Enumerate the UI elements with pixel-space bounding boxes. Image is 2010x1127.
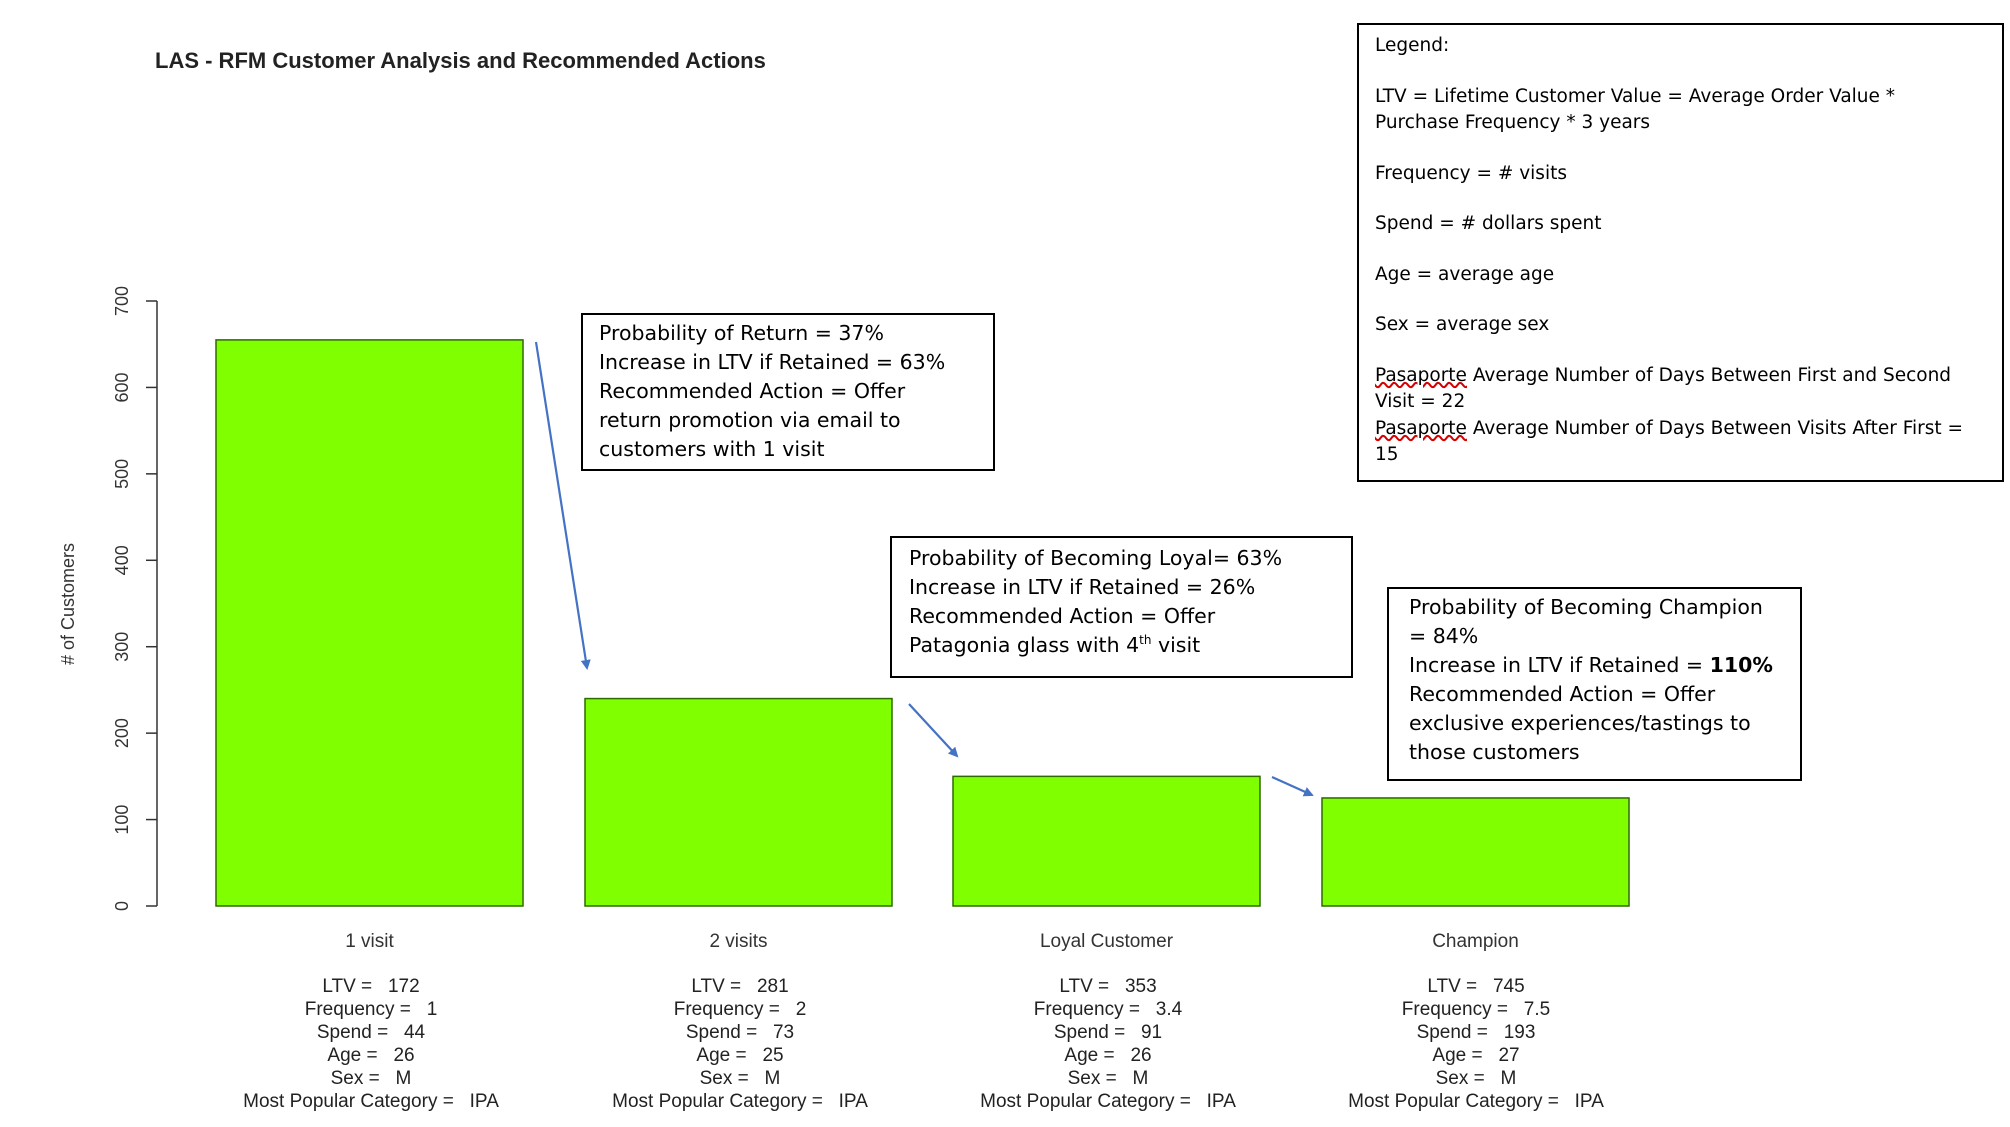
return-action-detail: return promotion via email to (599, 408, 901, 432)
legend-first-second-text: Average Number of Days Between First and… (1466, 364, 1952, 386)
stat-category: Most Popular Category = IPA (612, 1091, 868, 1112)
stat-age: Age = 27 (1432, 1045, 1520, 1066)
stat-frequency: Frequency = 2 (673, 999, 807, 1020)
x-category-label: 2 visits (709, 931, 767, 952)
stat-spend: Spend = 44 (316, 1022, 426, 1043)
legend-spend: Spend = # dollars spent (1375, 213, 1602, 234)
stat-age: Age = 26 (1064, 1045, 1152, 1066)
stats-champion: LTV = 745 Frequency = 7.5 Spend = 193 Ag… (1306, 975, 1646, 1113)
legend-ltv: LTV = Lifetime Customer Value = Average … (1375, 84, 1986, 137)
champion-ltv-increase: Increase in LTV if Retained = 110% (1409, 651, 1780, 680)
champion-annotation-box: Probability of Becoming Champion = 84% I… (1387, 587, 1802, 781)
champion-ltv-value: 110% (1709, 653, 1773, 677)
legend-age: Age = average age (1375, 263, 1555, 285)
legend-first-second-value: Visit = 22 (1375, 391, 1466, 412)
stat-frequency: Frequency = 1 (304, 999, 438, 1020)
loyal-action-detail-end: visit (1151, 633, 1201, 657)
y-tick-label: 0 (112, 901, 132, 911)
loyal-ltv-increase: Increase in LTV if Retained = 26% (909, 575, 1256, 599)
champion-probability-value: = 84% (1409, 624, 1479, 648)
return-probability: Probability of Return = 37% (599, 321, 884, 345)
loyal-action: Recommended Action = Offer (909, 604, 1216, 628)
stat-category: Most Popular Category = IPA (243, 1091, 499, 1112)
stat-ltv: LTV = 172 (322, 976, 420, 997)
y-tick-label: 200 (112, 718, 132, 748)
transition-arrow-3 (1271, 775, 1314, 797)
champion-action: Recommended Action = Offer (1409, 682, 1716, 706)
ordinal-suffix: th (1139, 633, 1152, 648)
legend-box: Legend: LTV = Lifetime Customer Value = … (1357, 23, 2004, 482)
bars (215, 339, 1630, 907)
legend-after-first-value: 15 (1375, 444, 1399, 465)
stat-age: Age = 26 (327, 1045, 415, 1066)
stat-ltv: LTV = 353 (1059, 976, 1157, 997)
y-tick-label: 500 (112, 459, 132, 489)
chart-title: LAS - RFM Customer Analysis and Recommen… (155, 48, 766, 73)
bar-4 (1321, 797, 1630, 907)
legend-heading: Legend: (1375, 35, 1450, 56)
pasaporte-word: Pasaporte (1375, 364, 1467, 386)
return-action: Recommended Action = Offer (599, 379, 906, 403)
return-ltv-increase: Increase in LTV if Retained = 63% (599, 350, 946, 374)
stats-1-visit: LTV = 172 Frequency = 1 Spend = 44 Age =… (201, 975, 541, 1113)
stat-age: Age = 25 (696, 1045, 784, 1066)
stat-ltv: LTV = 281 (691, 976, 789, 997)
loyal-probability: Probability of Becoming Loyal= 63% (909, 546, 1283, 570)
bar-3 (952, 775, 1261, 907)
y-tick-label: 600 (112, 372, 132, 402)
y-tick-label: 300 (112, 632, 132, 662)
y-tick-label: 100 (112, 805, 132, 835)
stat-spend: Spend = 73 (685, 1022, 795, 1043)
stat-sex: Sex = M (330, 1068, 412, 1089)
transition-arrow-1 (534, 341, 591, 670)
champion-action-detail: exclusive experiences/tastings to (1409, 711, 1751, 735)
bar-2 (584, 697, 893, 907)
stat-sex: Sex = M (1435, 1068, 1517, 1089)
legend-after-first-visit: Pasaporte Average Number of Days Between… (1375, 416, 1986, 469)
x-axis-labels: 1 visit 2 visits Loyal Customer Champion (345, 931, 1519, 952)
x-category-label: 1 visit (345, 931, 394, 952)
transition-arrow-2 (908, 703, 959, 758)
return-action-target: customers with 1 visit (599, 437, 825, 461)
legend-sex: Sex = average sex (1375, 314, 1550, 335)
legend-first-second-visit: Pasaporte Average Number of Days Between… (1375, 363, 1986, 416)
legend-ltv-line1: LTV = Lifetime Customer Value = Average … (1375, 85, 1896, 107)
transition-arrows (534, 341, 1314, 797)
stat-category: Most Popular Category = IPA (1348, 1091, 1604, 1112)
stat-sex: Sex = M (699, 1068, 781, 1089)
stat-spend: Spend = 91 (1053, 1022, 1163, 1043)
stat-ltv: LTV = 745 (1427, 976, 1525, 997)
y-tick-label: 700 (112, 286, 132, 316)
legend-ltv-line2: Purchase Frequency * 3 years (1375, 112, 1651, 133)
stat-sex: Sex = M (1067, 1068, 1149, 1089)
stat-frequency: Frequency = 3.4 (1033, 999, 1183, 1020)
bar-1 (215, 339, 524, 907)
stat-frequency: Frequency = 7.5 (1401, 999, 1551, 1020)
champion-probability: Probability of Becoming Champion (1409, 595, 1763, 619)
x-category-label: Loyal Customer (1040, 931, 1174, 952)
loyal-annotation-box: Probability of Becoming Loyal= 63% Incre… (890, 536, 1353, 678)
return-annotation-box: Probability of Return = 37% Increase in … (581, 313, 995, 471)
legend-frequency: Frequency = # visits (1375, 162, 1567, 184)
y-tick-label: 400 (112, 545, 132, 575)
stat-category: Most Popular Category = IPA (980, 1091, 1236, 1112)
y-axis: 0 100 200 300 400 500 600 700 # of Customers (58, 286, 158, 911)
x-category-label: Champion (1432, 931, 1519, 952)
stats-loyal-customer: LTV = 353 Frequency = 3.4 Spend = 91 Age… (938, 975, 1278, 1113)
champion-ltv-text: Increase in LTV if Retained = (1409, 653, 1710, 677)
y-axis-label: # of Customers (58, 543, 78, 665)
stats-2-visits: LTV = 281 Frequency = 2 Spend = 73 Age =… (570, 975, 910, 1113)
champion-action-target: those customers (1409, 740, 1580, 764)
loyal-action-detail-text: Patagonia glass with 4 (909, 633, 1140, 657)
legend-after-first-text: Average Number of Days Between Visits Af… (1466, 417, 1964, 439)
loyal-action-detail: Patagonia glass with 4th visit (909, 631, 1334, 660)
stat-spend: Spend = 193 (1416, 1022, 1536, 1043)
pasaporte-word: Pasaporte (1375, 417, 1467, 439)
